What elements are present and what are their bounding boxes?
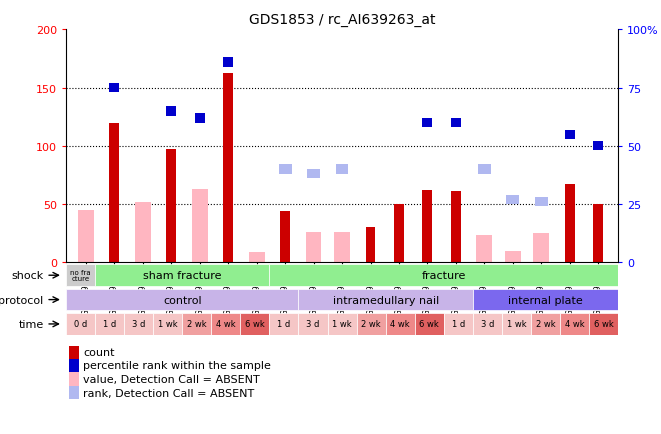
Bar — [533, 233, 549, 263]
Text: 3 d: 3 d — [481, 320, 494, 329]
Bar — [279, 165, 292, 174]
Bar — [167, 150, 176, 263]
Bar — [366, 228, 375, 263]
Bar — [182, 313, 212, 335]
Text: 1 d: 1 d — [451, 320, 465, 329]
Bar — [473, 289, 618, 311]
Bar — [249, 252, 264, 263]
Bar — [422, 118, 432, 128]
Text: no fra
cture: no fra cture — [70, 270, 91, 282]
Title: GDS1853 / rc_AI639263_at: GDS1853 / rc_AI639263_at — [249, 13, 436, 26]
Bar — [451, 192, 461, 263]
Text: 6 wk: 6 wk — [245, 320, 265, 329]
Text: shock: shock — [11, 271, 44, 280]
Text: 4 wk: 4 wk — [391, 320, 410, 329]
Text: 4 wk: 4 wk — [216, 320, 236, 329]
Bar — [110, 123, 120, 263]
Text: 0 d: 0 d — [74, 320, 87, 329]
Text: percentile rank within the sample: percentile rank within the sample — [83, 361, 271, 371]
Bar — [78, 210, 94, 263]
Bar — [531, 313, 560, 335]
Bar — [564, 130, 574, 139]
Bar — [124, 313, 153, 335]
Text: rank, Detection Call = ABSENT: rank, Detection Call = ABSENT — [83, 388, 254, 398]
Bar — [505, 251, 521, 263]
Text: 2 wk: 2 wk — [362, 320, 381, 329]
Bar — [110, 84, 120, 93]
Bar — [593, 142, 603, 151]
Bar — [451, 118, 461, 128]
Bar — [280, 211, 290, 263]
Text: 6 wk: 6 wk — [419, 320, 439, 329]
Bar — [328, 313, 356, 335]
Bar — [299, 289, 473, 311]
Text: protocol: protocol — [0, 295, 44, 305]
Bar — [241, 313, 270, 335]
Bar — [589, 313, 618, 335]
Bar — [66, 265, 95, 286]
Bar — [414, 313, 444, 335]
Bar — [95, 313, 124, 335]
Bar — [66, 313, 95, 335]
Text: time: time — [19, 319, 44, 329]
Bar — [385, 313, 414, 335]
Bar — [394, 204, 404, 263]
Bar — [153, 313, 182, 335]
Text: count: count — [83, 348, 115, 358]
Bar — [506, 195, 519, 204]
Bar — [135, 202, 151, 263]
Text: control: control — [163, 295, 202, 305]
Text: 2 wk: 2 wk — [187, 320, 207, 329]
Bar — [223, 58, 233, 68]
Text: 1 d: 1 d — [278, 320, 291, 329]
Bar — [195, 114, 205, 123]
Bar — [334, 232, 350, 263]
Bar — [593, 204, 603, 263]
Bar — [69, 359, 79, 372]
Bar — [307, 170, 320, 179]
Text: 1 d: 1 d — [103, 320, 116, 329]
Text: sham fracture: sham fracture — [143, 271, 221, 280]
Bar — [356, 313, 385, 335]
Bar — [306, 232, 321, 263]
Bar — [535, 197, 547, 207]
Bar — [444, 313, 473, 335]
Bar — [270, 265, 618, 286]
Bar — [69, 372, 79, 386]
Bar — [69, 386, 79, 399]
Bar — [95, 265, 270, 286]
Text: intramedullary nail: intramedullary nail — [332, 295, 439, 305]
Text: value, Detection Call = ABSENT: value, Detection Call = ABSENT — [83, 374, 260, 384]
Bar — [212, 313, 241, 335]
Text: 4 wk: 4 wk — [564, 320, 584, 329]
Text: 3 d: 3 d — [306, 320, 320, 329]
Bar — [66, 289, 299, 311]
Text: 1 wk: 1 wk — [158, 320, 178, 329]
Text: 1 wk: 1 wk — [332, 320, 352, 329]
Bar — [564, 185, 574, 263]
Bar — [422, 191, 432, 263]
Bar — [192, 189, 208, 263]
Text: 2 wk: 2 wk — [535, 320, 555, 329]
Bar — [167, 107, 176, 116]
Text: 3 d: 3 d — [132, 320, 145, 329]
Bar — [270, 313, 299, 335]
Bar — [478, 165, 490, 174]
Bar — [473, 313, 502, 335]
Bar — [336, 165, 348, 174]
Text: 1 wk: 1 wk — [506, 320, 526, 329]
Text: 6 wk: 6 wk — [594, 320, 613, 329]
Bar — [502, 313, 531, 335]
Bar — [69, 346, 79, 359]
Bar — [560, 313, 589, 335]
Text: fracture: fracture — [422, 271, 466, 280]
Bar — [223, 73, 233, 263]
Bar — [477, 236, 492, 263]
Text: internal plate: internal plate — [508, 295, 583, 305]
Bar — [299, 313, 328, 335]
